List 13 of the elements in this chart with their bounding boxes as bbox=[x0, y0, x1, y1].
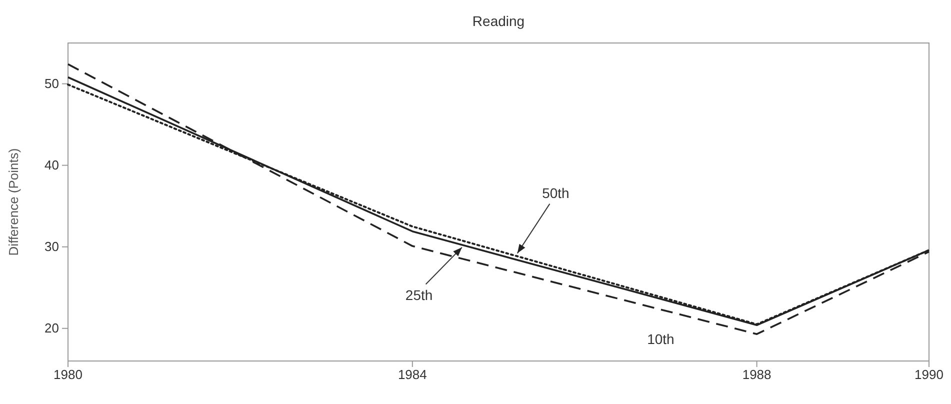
x-tick-label: 1980 bbox=[54, 367, 82, 382]
annotation: 10th bbox=[647, 331, 674, 348]
x-tick-label: 1988 bbox=[742, 367, 772, 382]
y-tick-label: 30 bbox=[44, 239, 59, 254]
annotation: 25th bbox=[405, 287, 433, 304]
y-tick-label: 20 bbox=[44, 320, 59, 336]
x-tick-label: 1990 bbox=[914, 367, 944, 382]
annotation: 50th bbox=[542, 184, 570, 201]
y-tick-label: 50 bbox=[44, 76, 59, 91]
y-tick-label: 40 bbox=[44, 157, 59, 172]
chart-title: Reading bbox=[472, 13, 525, 29]
y-axis-title: Difference (Points) bbox=[6, 148, 21, 256]
x-tick-label: 1984 bbox=[398, 367, 427, 382]
